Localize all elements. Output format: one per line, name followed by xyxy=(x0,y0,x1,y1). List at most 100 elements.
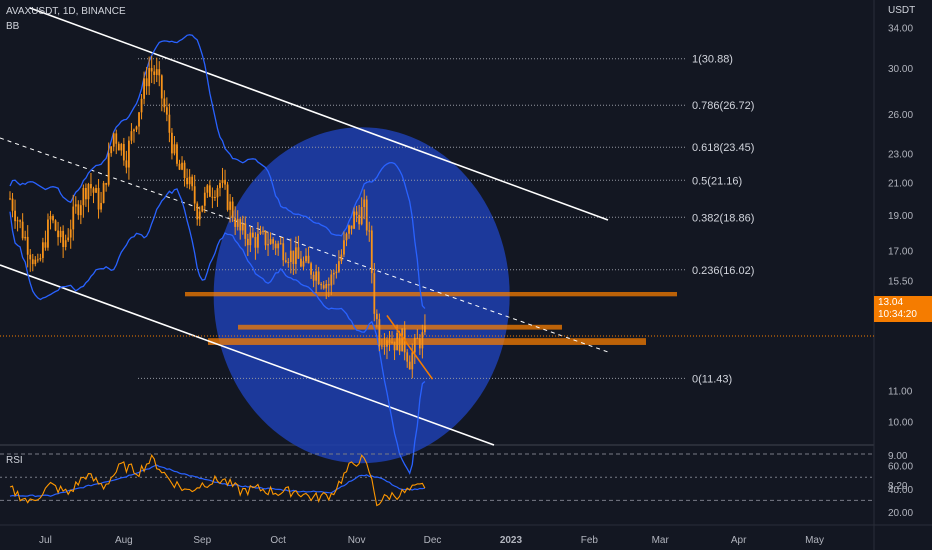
candle-body-122 xyxy=(317,271,320,284)
candle-body-100 xyxy=(262,230,264,232)
candle-body-27 xyxy=(77,204,80,216)
y-tick-3: 23.00 xyxy=(888,149,913,160)
candle-body-127 xyxy=(330,274,333,286)
fib-retracement: 1(30.88) 0.786(26.72) 0.618(23.45) 0.5(21.1… xyxy=(138,54,754,385)
candle-body-70 xyxy=(186,178,188,185)
candle-body-44 xyxy=(120,144,123,151)
candle-body-120 xyxy=(312,274,315,281)
candle-body-34 xyxy=(95,187,97,193)
descending-channel xyxy=(0,7,609,446)
fib-label-4: 0.382(18.86) xyxy=(692,212,754,224)
candle-body-19 xyxy=(57,230,59,238)
y-tick-5: 19.00 xyxy=(888,211,913,222)
candle-body-154 xyxy=(398,332,401,352)
candle-body-157 xyxy=(406,352,409,362)
candle-body-163 xyxy=(421,332,424,349)
y-tick-12: 8.20 xyxy=(888,481,908,492)
candles xyxy=(9,55,426,379)
zone-0 xyxy=(185,291,677,297)
bb-lower xyxy=(9,188,426,475)
candle-body-68 xyxy=(181,162,183,170)
candle-body-77 xyxy=(203,192,206,206)
y-tick-7: 15.50 xyxy=(888,276,913,287)
candle-body-54 xyxy=(145,78,148,87)
candle-body-74 xyxy=(196,203,199,220)
candle-body-83 xyxy=(219,182,221,189)
candle-body-67 xyxy=(178,163,181,170)
candle-body-136 xyxy=(353,211,355,229)
candle-body-24 xyxy=(69,229,72,238)
candle-body-63 xyxy=(168,114,171,133)
candle-body-2 xyxy=(14,210,16,222)
candle-body-89 xyxy=(234,217,237,227)
candle-body-66 xyxy=(176,144,178,164)
candle-body-52 xyxy=(140,98,143,113)
x-tick-3: Oct xyxy=(270,535,286,546)
candle-body-56 xyxy=(150,68,153,72)
y-tick-0: 34.00 xyxy=(888,24,913,35)
candle-body-92 xyxy=(241,223,244,231)
candle-body-149 xyxy=(386,340,388,347)
candle-body-143 xyxy=(370,230,373,274)
candle-body-73 xyxy=(193,186,196,204)
candle-body-11 xyxy=(36,259,39,261)
candle-body-144 xyxy=(373,273,376,314)
candle-body-150 xyxy=(388,340,391,343)
symbol-title: AVAXUSDT, 1D, BINANCE xyxy=(6,6,126,17)
fib-label-2: 0.618(23.45) xyxy=(692,142,754,154)
candle-body-10 xyxy=(34,259,37,265)
candle-body-40 xyxy=(110,146,113,154)
candle-body-25 xyxy=(72,206,75,230)
candle-body-115 xyxy=(300,258,302,267)
candle-body-103 xyxy=(269,239,272,245)
candle-body-3 xyxy=(16,220,19,222)
candle-body-106 xyxy=(277,243,280,249)
y-tick-11: 9.00 xyxy=(888,451,908,462)
candle-body-140 xyxy=(363,199,366,208)
candle-body-26 xyxy=(74,204,77,207)
candle-body-141 xyxy=(365,199,368,231)
rsi-signal-line xyxy=(9,464,426,498)
candle-body-57 xyxy=(153,71,156,75)
bb-upper xyxy=(9,34,426,309)
x-tick-8: Mar xyxy=(652,535,670,546)
candle-body-18 xyxy=(54,220,57,231)
candle-body-116 xyxy=(302,261,305,267)
candle-body-133 xyxy=(345,233,348,241)
candle-body-125 xyxy=(325,284,328,289)
y-tick-6: 17.00 xyxy=(888,247,913,258)
x-tick-6: 2023 xyxy=(500,535,523,546)
time-axis-ticks: Jul Aug Sep Oct Nov Dec 2023 Feb Mar Apr May xyxy=(39,535,824,546)
currency-label: USDT xyxy=(888,5,916,16)
candle-body-121 xyxy=(315,271,318,281)
channel-lower xyxy=(0,264,495,446)
fib-label-6: 0(11.43) xyxy=(692,373,732,385)
y-tick-10: 10.00 xyxy=(888,417,913,428)
candle-body-134 xyxy=(348,225,350,234)
rsi-tick-0: 60.00 xyxy=(888,462,913,473)
candle-body-60 xyxy=(160,75,163,99)
channel-median xyxy=(0,137,609,353)
fib-label-0: 1(30.88) xyxy=(692,54,733,66)
candle-body-94 xyxy=(246,238,249,246)
candle-body-87 xyxy=(229,201,232,210)
rsi-tick-1: 40.00 xyxy=(888,485,913,496)
candle-body-152 xyxy=(393,341,396,351)
candle-body-61 xyxy=(163,98,166,108)
candle-body-128 xyxy=(332,272,335,275)
candle-body-153 xyxy=(396,332,398,351)
zone-2 xyxy=(208,338,646,345)
candle-body-21 xyxy=(62,230,65,247)
candle-body-69 xyxy=(183,162,186,179)
candle-body-23 xyxy=(67,237,70,241)
y-tick-9: 11.00 xyxy=(888,387,913,398)
candle-body-29 xyxy=(82,187,85,206)
candle-body-14 xyxy=(44,242,47,248)
candle-body-22 xyxy=(64,240,67,247)
candle-body-109 xyxy=(284,260,287,263)
candle-body-9 xyxy=(31,259,34,265)
y-tick-4: 21.00 xyxy=(888,179,913,190)
candle-body-108 xyxy=(282,243,285,261)
candle-body-39 xyxy=(107,153,110,185)
